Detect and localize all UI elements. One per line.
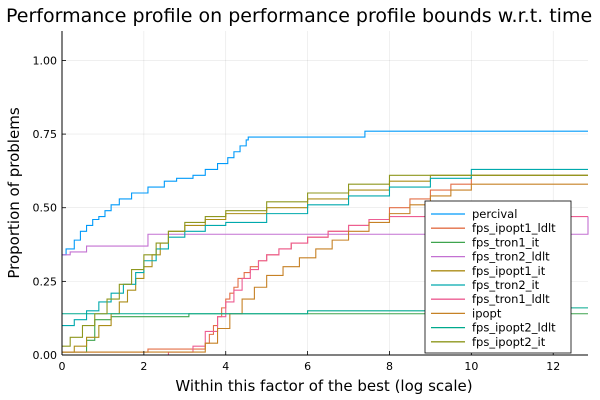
y-tick-label: 0.50 (33, 202, 58, 215)
legend-label: fps_ipopt1_it (472, 264, 546, 278)
legend-label: fps_tron1_ldlt (472, 292, 550, 306)
legend-label: fps_tron1_it (472, 235, 540, 249)
x-tick-label: 8 (386, 360, 393, 373)
legend-label: fps_tron2_it (472, 278, 540, 292)
x-tick-label: 6 (304, 360, 311, 373)
series-line-fps_ipopt2_it (62, 174, 588, 347)
y-tick-label: 0.75 (33, 128, 58, 141)
series-line-percival (62, 130, 588, 256)
y-tick-label: 0.00 (33, 349, 58, 362)
legend-label: fps_ipopt2_it (472, 335, 546, 349)
tick-labels: 0 2 4 6 8 10 12 0.00 0.25 0.50 0.75 1.00 (33, 54, 561, 373)
x-tick-label: 10 (464, 360, 478, 373)
y-tick-label: 1.00 (33, 54, 58, 67)
y-tick-label: 0.25 (33, 275, 58, 288)
axes (61, 31, 588, 356)
x-tick-label: 4 (222, 360, 229, 373)
legend: percivalfps_ipopt1_ldltfps_tron1_itfps_t… (424, 200, 572, 354)
series-line-fps_tron2_it (62, 168, 588, 327)
x-axis-label: Within this factor of the best (log scal… (175, 377, 472, 395)
legend-label: fps_tron2_ldlt (472, 250, 550, 264)
legend-label: fps_ipopt2_ldlt (472, 321, 556, 335)
chart-title: Performance profile on performance profi… (6, 5, 592, 27)
x-tick-label: 0 (59, 360, 66, 373)
legend-label: fps_ipopt1_ldlt (472, 221, 556, 235)
series-line-fps_tron2_ldlt (62, 216, 589, 256)
x-tick-label: 12 (546, 360, 560, 373)
y-axis-label: Proportion of problems (5, 107, 23, 278)
series-line-fps_tron1_ldlt (62, 216, 588, 356)
legend-label: percival (472, 207, 517, 221)
x-tick-label: 2 (140, 360, 147, 373)
legend-label: ipopt (472, 306, 502, 320)
